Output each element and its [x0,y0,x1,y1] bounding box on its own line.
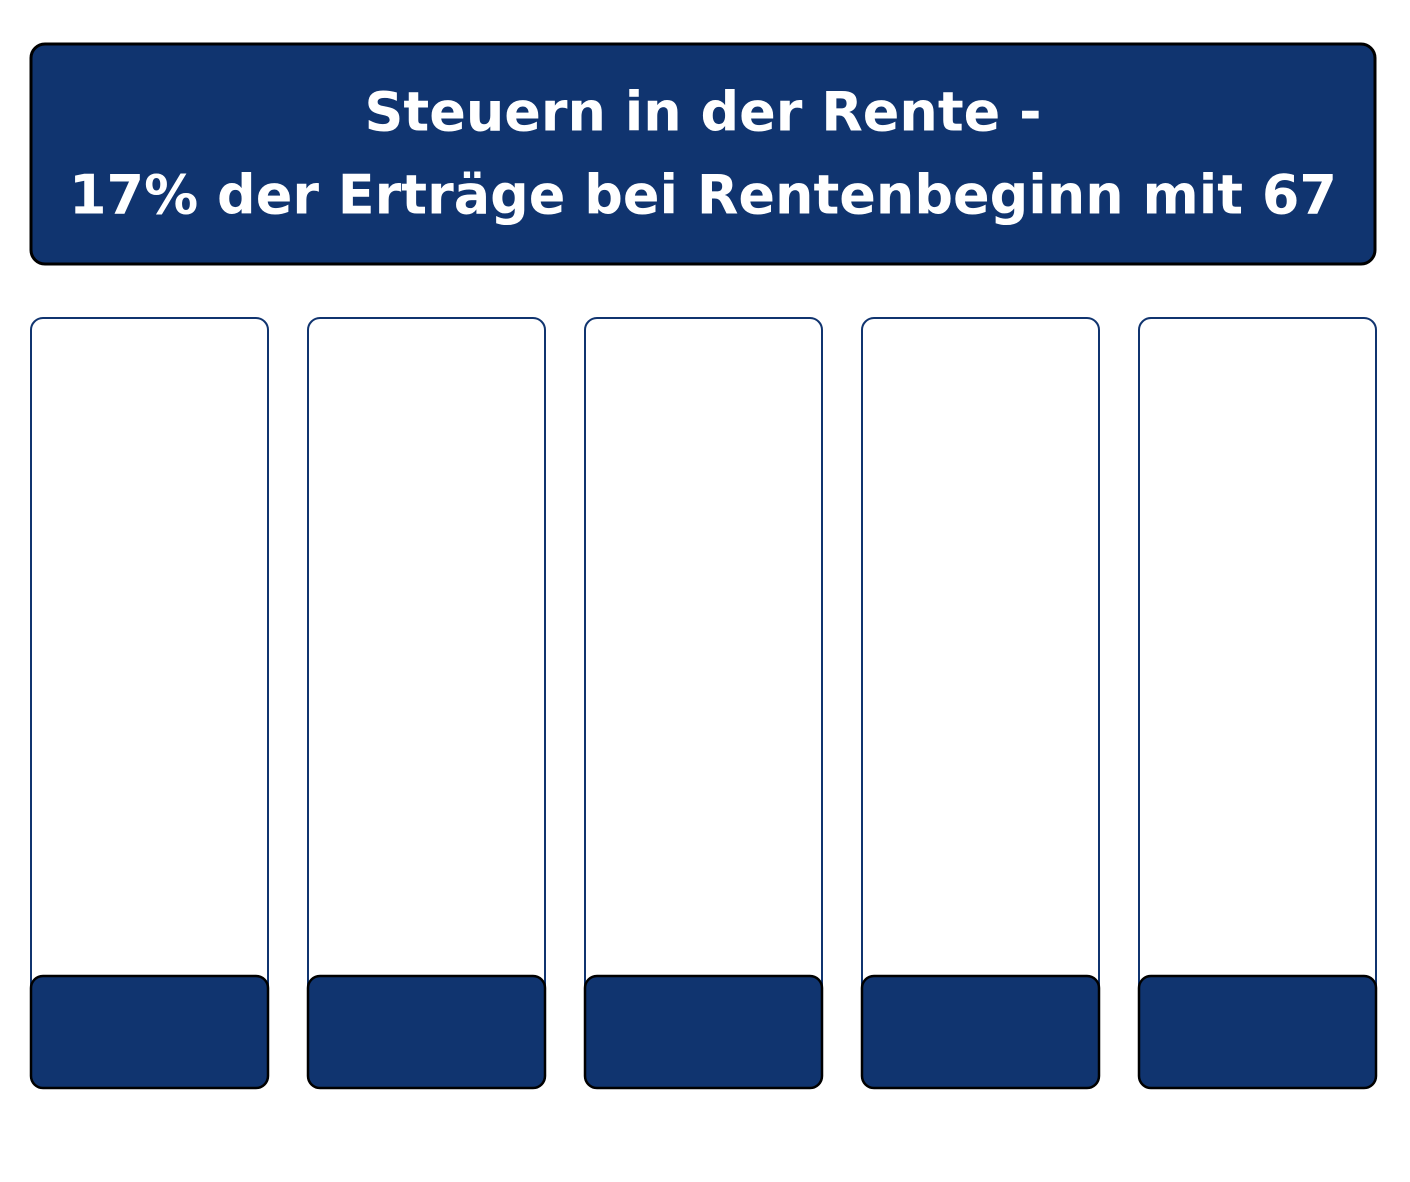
column-card [1138,317,1377,1089]
columns [29,317,1378,1090]
column-card [307,317,546,1089]
column [583,317,824,1090]
column-footer [29,974,270,1090]
column-footer [306,974,547,1090]
title-box [29,42,1377,266]
column-footer [860,974,1101,1090]
column-footer [1137,974,1378,1090]
column-card [861,317,1100,1089]
column-card [30,317,269,1089]
title-line: Steuern in der Rente - [364,81,1041,144]
column [306,317,547,1090]
column [29,317,270,1090]
column [1137,317,1378,1090]
title-line: 17% der Erträge bei Rentenbeginn mit 67 [69,164,1337,227]
column-footer [583,974,824,1090]
column [860,317,1101,1090]
column-card [584,317,823,1089]
